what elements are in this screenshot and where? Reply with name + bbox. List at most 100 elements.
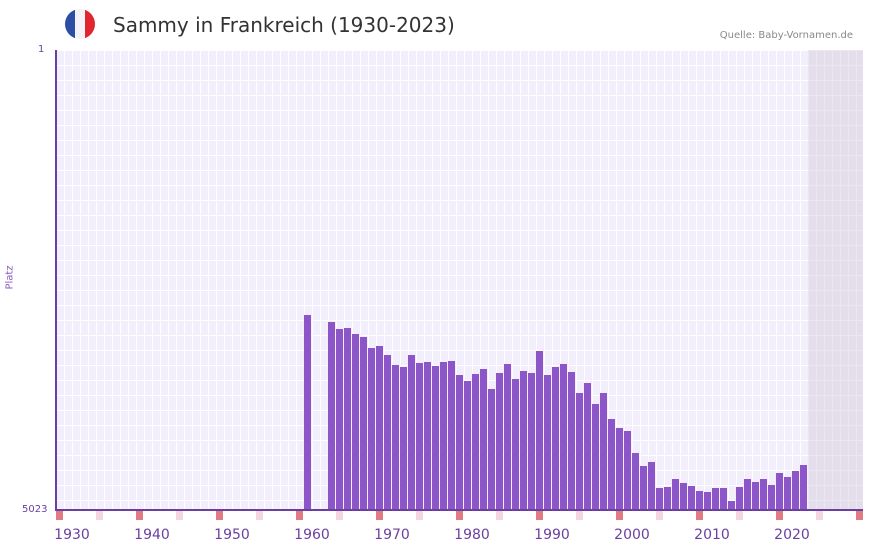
bar-2016[interactable] <box>760 479 767 510</box>
bar-1976[interactable] <box>440 362 447 510</box>
x-axis-line <box>55 509 863 511</box>
x-tick-label: 1960 <box>294 527 330 543</box>
future-region <box>808 50 863 510</box>
x-tick-label: 2010 <box>694 527 730 543</box>
x-tick-label: 2020 <box>774 527 810 543</box>
bar-1965[interactable] <box>352 334 359 510</box>
bar-2006[interactable] <box>680 483 687 510</box>
bar-2011[interactable] <box>720 488 727 510</box>
bar-2002[interactable] <box>648 462 655 510</box>
year-marker <box>376 511 383 520</box>
year-marker <box>216 511 223 520</box>
year-marker <box>576 511 583 520</box>
bar-1969[interactable] <box>384 355 391 510</box>
bar-1982[interactable] <box>488 389 495 510</box>
year-marker <box>736 511 743 520</box>
bar-1959[interactable] <box>304 315 311 510</box>
x-tick-label: 2000 <box>614 527 650 543</box>
bar-1998[interactable] <box>616 428 623 510</box>
bar-1990[interactable] <box>552 367 559 510</box>
x-tick-label: 1950 <box>214 527 250 543</box>
bar-2015[interactable] <box>752 482 759 510</box>
bar-2020[interactable] <box>792 471 799 510</box>
year-marker <box>136 511 143 520</box>
bar-1962[interactable] <box>328 322 335 510</box>
bar-1983[interactable] <box>496 373 503 510</box>
year-marker <box>776 511 783 520</box>
bar-1963[interactable] <box>336 329 343 510</box>
bar-2012[interactable] <box>728 501 735 510</box>
year-marker <box>696 511 703 520</box>
year-marker <box>56 511 63 520</box>
source-link[interactable]: Quelle: Baby-Vornamen.de <box>719 30 853 41</box>
x-tick-label: 1940 <box>134 527 170 543</box>
y-axis-line <box>55 50 57 511</box>
bar-1995[interactable] <box>592 404 599 510</box>
year-marker <box>456 511 463 520</box>
bar-1984[interactable] <box>504 364 511 510</box>
bar-1964[interactable] <box>344 328 351 510</box>
bar-2017[interactable] <box>768 485 775 510</box>
bar-2013[interactable] <box>736 487 743 510</box>
bar-2018[interactable] <box>776 473 783 510</box>
y-tick-bottom: 5023 <box>22 504 48 515</box>
bar-2001[interactable] <box>640 466 647 510</box>
year-marker <box>416 511 423 520</box>
bar-1993[interactable] <box>576 393 583 510</box>
plot-area <box>56 50 863 510</box>
bar-1999[interactable] <box>624 431 631 510</box>
bar-1991[interactable] <box>560 364 567 510</box>
bar-1980[interactable] <box>472 374 479 510</box>
x-tick-label: 1990 <box>534 527 570 543</box>
chart-title: Sammy in Frankreich (1930-2023) <box>113 13 455 37</box>
bar-1975[interactable] <box>432 366 439 510</box>
bar-1978[interactable] <box>456 375 463 510</box>
bar-1992[interactable] <box>568 372 575 510</box>
bar-1974[interactable] <box>424 362 431 510</box>
year-marker <box>256 511 263 520</box>
bar-1970[interactable] <box>392 365 399 510</box>
bar-1977[interactable] <box>448 361 455 510</box>
x-tick-label: 1980 <box>454 527 490 543</box>
bar-2014[interactable] <box>744 479 751 510</box>
france-flag-icon <box>65 9 95 39</box>
y-tick-top: 1 <box>38 44 45 55</box>
bar-1989[interactable] <box>544 375 551 510</box>
bar-2019[interactable] <box>784 477 791 510</box>
year-marker <box>656 511 663 520</box>
bar-2008[interactable] <box>696 491 703 510</box>
bar-1988[interactable] <box>536 351 543 510</box>
bar-2010[interactable] <box>712 488 719 510</box>
bar-2005[interactable] <box>672 479 679 510</box>
bar-1973[interactable] <box>416 363 423 510</box>
bar-1967[interactable] <box>368 348 375 510</box>
year-marker <box>496 511 503 520</box>
bar-1966[interactable] <box>360 337 367 510</box>
bar-1968[interactable] <box>376 346 383 510</box>
year-marker <box>296 511 303 520</box>
year-marker <box>856 511 863 520</box>
bar-1971[interactable] <box>400 367 407 510</box>
bar-2004[interactable] <box>664 487 671 510</box>
x-tick-label: 1970 <box>374 527 410 543</box>
bar-2021[interactable] <box>800 465 807 510</box>
bar-1979[interactable] <box>464 381 471 510</box>
bar-2003[interactable] <box>656 488 663 510</box>
year-marker <box>176 511 183 520</box>
bar-1981[interactable] <box>480 369 487 510</box>
bar-2009[interactable] <box>704 492 711 510</box>
bar-2000[interactable] <box>632 453 639 510</box>
bar-1985[interactable] <box>512 379 519 510</box>
bar-1972[interactable] <box>408 355 415 510</box>
bar-1994[interactable] <box>584 383 591 510</box>
bar-1996[interactable] <box>600 393 607 510</box>
year-marker <box>616 511 623 520</box>
bar-1997[interactable] <box>608 419 615 510</box>
bar-1987[interactable] <box>528 373 535 510</box>
year-marker <box>816 511 823 520</box>
bar-1986[interactable] <box>520 371 527 510</box>
year-marker <box>336 511 343 520</box>
year-marker <box>536 511 543 520</box>
bar-2007[interactable] <box>688 486 695 510</box>
